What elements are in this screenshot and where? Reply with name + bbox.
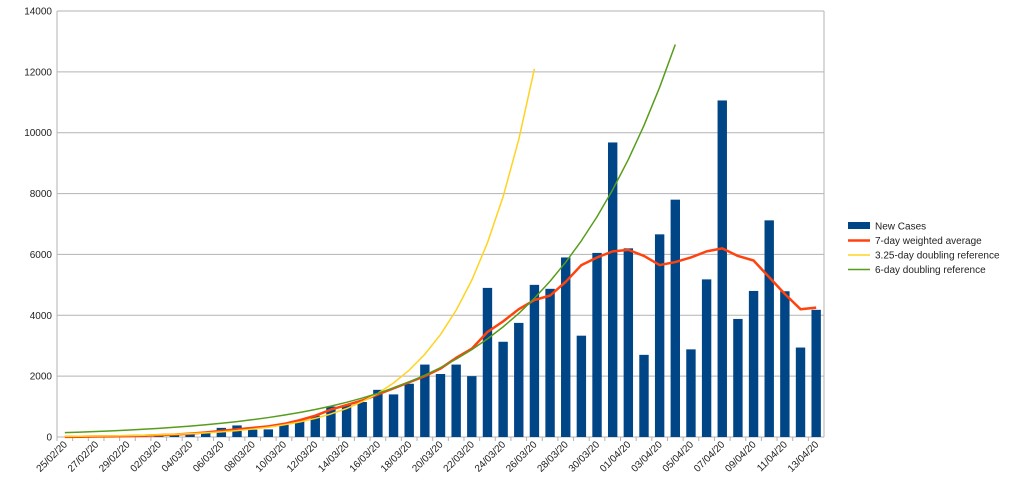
bar <box>639 354 649 437</box>
bar <box>279 424 289 437</box>
bar <box>748 290 759 437</box>
bar <box>607 142 618 438</box>
bar <box>701 279 712 437</box>
y-tick-label: 0 <box>46 433 52 444</box>
y-tick-label: 10000 <box>24 128 52 139</box>
bar <box>388 394 399 437</box>
bar <box>154 436 164 437</box>
bar <box>373 389 383 437</box>
bar <box>185 434 195 437</box>
y-tick-label: 12000 <box>24 67 52 78</box>
bar <box>780 291 790 437</box>
bar <box>545 288 555 437</box>
bar <box>623 248 634 437</box>
bar <box>514 322 524 437</box>
legend-label: 3.25-day doubling reference <box>875 251 1000 262</box>
bar <box>795 347 806 437</box>
bar <box>420 364 430 437</box>
y-tick-label: 4000 <box>30 311 53 322</box>
bar <box>498 341 508 437</box>
bar <box>811 309 821 437</box>
legend-label: 7-day weighted average <box>875 236 982 247</box>
line <box>64 44 677 434</box>
line <box>64 68 536 438</box>
bar <box>670 199 680 437</box>
bar <box>733 318 743 437</box>
legend-label: New Cases <box>875 222 926 233</box>
bar <box>576 335 587 437</box>
bar <box>169 435 180 437</box>
bar <box>357 402 367 437</box>
bar <box>263 429 274 437</box>
bar <box>326 406 336 437</box>
bar <box>451 364 461 437</box>
y-tick-label: 2000 <box>30 372 53 383</box>
bar <box>764 220 774 437</box>
bar <box>717 100 727 438</box>
y-tick-label: 14000 <box>24 7 52 18</box>
bar <box>592 252 602 437</box>
bar <box>654 234 665 437</box>
bar <box>529 284 540 437</box>
bar <box>482 287 493 437</box>
bar <box>435 374 446 437</box>
bar <box>201 433 211 437</box>
y-tick-label: 6000 <box>30 250 53 261</box>
legend-label: 6-day doubling reference <box>875 265 986 276</box>
bar <box>341 405 352 437</box>
bar <box>247 429 258 437</box>
y-tick-label: 8000 <box>30 189 53 200</box>
bar <box>404 383 414 437</box>
bar <box>467 376 477 437</box>
bar <box>310 415 320 437</box>
legend-swatch <box>848 222 870 229</box>
bar <box>686 349 696 437</box>
bar <box>294 420 305 437</box>
bar <box>561 257 571 437</box>
